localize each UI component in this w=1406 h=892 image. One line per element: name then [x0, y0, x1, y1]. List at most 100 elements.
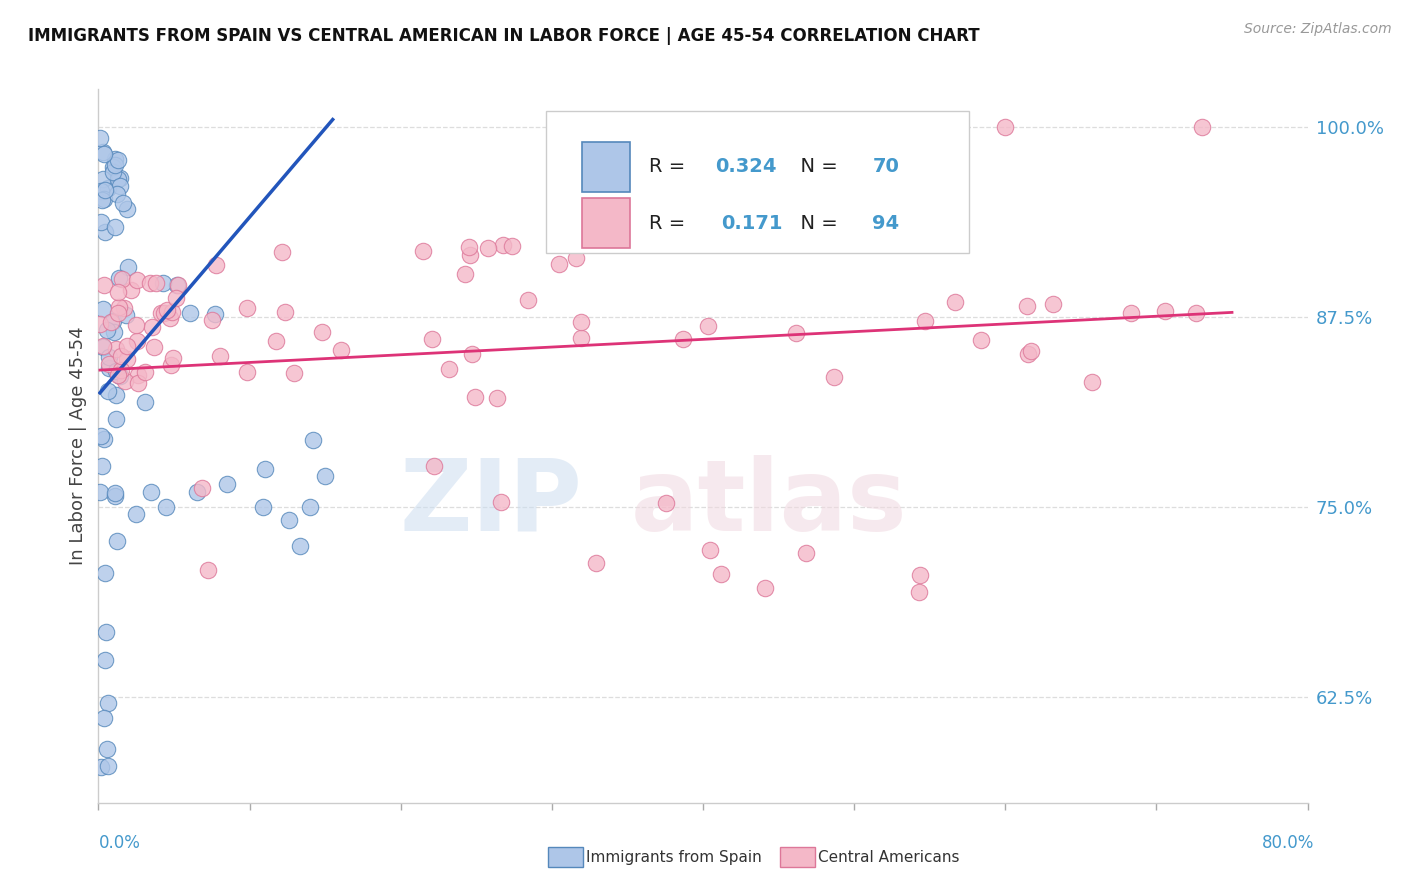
Point: [91, 459, 114, 474]
Point: [117, 260, 139, 275]
Point: [90, 185, 112, 199]
Point: [101, 160, 124, 174]
Point: [142, 340, 165, 354]
Point: [785, 326, 807, 340]
Point: [111, 271, 134, 285]
Point: [159, 310, 181, 325]
Point: [201, 313, 224, 327]
Point: [112, 196, 135, 211]
Point: [97, 758, 120, 772]
Point: [91, 340, 114, 354]
Point: [166, 277, 188, 292]
Point: [105, 412, 128, 426]
Text: 94: 94: [872, 213, 900, 233]
Point: [236, 301, 259, 316]
Point: [104, 153, 127, 167]
Text: Immigrants from Spain: Immigrants from Spain: [586, 850, 762, 864]
Point: [97, 696, 120, 710]
Point: [100, 315, 122, 329]
Point: [457, 240, 479, 254]
Point: [179, 306, 201, 320]
Point: [112, 301, 135, 315]
Text: ZIP: ZIP: [399, 455, 582, 551]
Point: [273, 304, 295, 318]
Point: [93, 278, 115, 293]
Point: [585, 557, 607, 571]
Point: [145, 276, 167, 290]
Point: [167, 278, 190, 293]
Point: [314, 469, 336, 483]
Point: [464, 390, 486, 404]
Point: [134, 365, 156, 379]
Point: [97, 360, 120, 375]
Point: [105, 186, 128, 201]
Point: [125, 508, 148, 522]
Point: [96, 323, 118, 337]
Point: [94, 653, 117, 667]
Point: [1042, 297, 1064, 311]
Point: [208, 349, 231, 363]
Point: [104, 489, 127, 503]
Point: [107, 306, 129, 320]
Point: [138, 276, 160, 290]
Point: [97, 180, 120, 194]
Point: [454, 267, 477, 281]
Point: [283, 367, 305, 381]
Point: [477, 241, 499, 255]
Point: [110, 362, 132, 376]
Point: [236, 365, 259, 379]
Text: IMMIGRANTS FROM SPAIN VS CENTRAL AMERICAN IN LABOR FORCE | AGE 45-54 CORRELATION: IMMIGRANTS FROM SPAIN VS CENTRAL AMERICA…: [28, 27, 980, 45]
Point: [1154, 304, 1177, 318]
Point: [1019, 344, 1042, 359]
Point: [93, 146, 115, 161]
Point: [492, 238, 515, 252]
Point: [93, 432, 115, 446]
Point: [115, 308, 138, 322]
Point: [204, 307, 226, 321]
Point: [516, 293, 538, 307]
Point: [152, 306, 174, 320]
Point: [270, 245, 292, 260]
Point: [93, 192, 115, 206]
Point: [1081, 375, 1104, 389]
Point: [89, 130, 111, 145]
Point: [108, 170, 131, 185]
Point: [165, 291, 187, 305]
Point: [302, 433, 325, 447]
Point: [94, 225, 117, 239]
Point: [104, 219, 127, 234]
Text: atlas: atlas: [630, 455, 907, 551]
Point: [90, 193, 112, 207]
Point: [107, 368, 129, 382]
Point: [156, 303, 179, 318]
Point: [152, 277, 174, 291]
Point: [710, 566, 733, 581]
Point: [252, 500, 274, 514]
Point: [107, 171, 129, 186]
Point: [90, 215, 112, 229]
Point: [423, 458, 446, 473]
Point: [186, 484, 208, 499]
Point: [1017, 299, 1039, 313]
Point: [110, 179, 132, 194]
Point: [571, 315, 593, 329]
Point: [672, 332, 695, 346]
Point: [90, 429, 112, 443]
Point: [91, 145, 114, 159]
Point: [501, 239, 523, 253]
Text: 80.0%: 80.0%: [1263, 834, 1315, 852]
Point: [943, 295, 966, 310]
Point: [565, 252, 588, 266]
Point: [108, 369, 131, 384]
Point: [125, 334, 148, 349]
Point: [914, 314, 936, 328]
Point: [699, 542, 721, 557]
Point: [104, 158, 127, 172]
FancyBboxPatch shape: [546, 111, 969, 253]
Text: R =: R =: [648, 157, 692, 176]
Point: [288, 539, 311, 553]
Point: [215, 477, 238, 491]
Point: [160, 359, 183, 373]
Point: [569, 331, 592, 345]
Point: [120, 283, 142, 297]
